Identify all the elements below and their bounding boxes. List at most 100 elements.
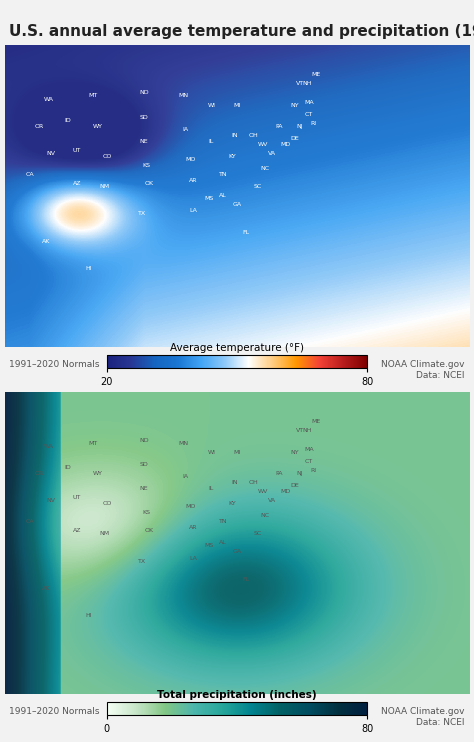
- Text: OR: OR: [35, 471, 44, 476]
- Text: IA: IA: [183, 474, 189, 479]
- Text: AK: AK: [42, 585, 51, 591]
- Text: NM: NM: [100, 531, 109, 536]
- Text: TN: TN: [219, 519, 228, 524]
- Text: SD: SD: [140, 115, 148, 119]
- Text: RI: RI: [310, 121, 317, 125]
- Text: WA: WA: [44, 96, 54, 102]
- Text: VA: VA: [268, 498, 276, 503]
- Text: NJ: NJ: [296, 471, 303, 476]
- Text: WV: WV: [257, 489, 268, 494]
- Text: WA: WA: [44, 444, 54, 449]
- Text: NM: NM: [100, 184, 109, 189]
- Text: CO: CO: [102, 501, 111, 506]
- Text: KY: KY: [228, 154, 236, 159]
- Text: MO: MO: [185, 504, 196, 509]
- Text: NC: NC: [260, 166, 269, 171]
- Text: HI: HI: [85, 266, 91, 271]
- Text: MN: MN: [179, 441, 189, 446]
- Text: MN: MN: [179, 93, 189, 99]
- Text: AL: AL: [219, 194, 227, 198]
- Text: UT: UT: [73, 495, 81, 500]
- Text: IN: IN: [231, 133, 238, 138]
- Text: OR: OR: [35, 124, 44, 129]
- Text: AR: AR: [189, 525, 197, 531]
- Text: ID: ID: [64, 118, 71, 122]
- Text: MA: MA: [304, 99, 314, 105]
- Text: NC: NC: [260, 513, 269, 518]
- Text: MI: MI: [233, 102, 241, 108]
- Text: OH: OH: [248, 133, 258, 138]
- Text: ID: ID: [64, 464, 71, 470]
- Text: GA: GA: [232, 550, 242, 554]
- Text: MD: MD: [281, 142, 291, 147]
- Text: AK: AK: [42, 239, 51, 243]
- Text: LA: LA: [189, 556, 197, 560]
- Text: MS: MS: [204, 543, 214, 548]
- Text: NY: NY: [291, 102, 300, 108]
- Text: IN: IN: [231, 480, 238, 485]
- Text: ME: ME: [311, 72, 320, 77]
- Text: MT: MT: [88, 441, 98, 446]
- Text: SC: SC: [254, 531, 262, 536]
- Text: PA: PA: [275, 124, 283, 129]
- Text: MA: MA: [304, 447, 314, 452]
- Text: MI: MI: [233, 450, 241, 455]
- Text: OH: OH: [248, 480, 258, 485]
- Text: WI: WI: [208, 450, 216, 455]
- Text: MS: MS: [204, 197, 214, 201]
- Text: ME: ME: [311, 419, 320, 424]
- Text: IL: IL: [209, 486, 214, 491]
- Text: WY: WY: [92, 471, 103, 476]
- Text: AZ: AZ: [73, 181, 81, 186]
- Text: CT: CT: [305, 459, 313, 464]
- Text: OK: OK: [144, 528, 153, 533]
- Text: RI: RI: [310, 467, 317, 473]
- Text: TN: TN: [219, 172, 228, 177]
- Text: NE: NE: [140, 139, 148, 144]
- Text: WY: WY: [92, 124, 103, 129]
- Text: WI: WI: [208, 102, 216, 108]
- Text: MO: MO: [185, 157, 196, 162]
- Text: WV: WV: [257, 142, 268, 147]
- Text: IL: IL: [209, 139, 214, 144]
- Text: NE: NE: [140, 486, 148, 491]
- Text: SC: SC: [254, 184, 262, 189]
- Text: NH: NH: [302, 82, 311, 86]
- Text: VA: VA: [268, 151, 276, 156]
- Text: 1991–2020 Normals: 1991–2020 Normals: [9, 707, 100, 716]
- Text: VT: VT: [296, 428, 304, 433]
- Text: CT: CT: [305, 111, 313, 116]
- Text: OK: OK: [144, 181, 153, 186]
- Text: KS: KS: [142, 510, 150, 515]
- Text: LA: LA: [189, 209, 197, 214]
- Text: FL: FL: [243, 577, 250, 582]
- Text: 1991–2020 Normals: 1991–2020 Normals: [9, 361, 100, 370]
- Text: AR: AR: [189, 178, 197, 183]
- Text: IA: IA: [183, 127, 189, 132]
- Text: NV: NV: [47, 151, 55, 156]
- Text: FL: FL: [243, 229, 250, 234]
- Text: U.S. annual average temperature and precipitation (1991–2020): U.S. annual average temperature and prec…: [9, 24, 474, 39]
- Text: MD: MD: [281, 489, 291, 494]
- Text: KY: KY: [228, 501, 236, 506]
- Text: ND: ND: [139, 438, 149, 442]
- Text: HI: HI: [85, 613, 91, 618]
- Text: AL: AL: [219, 540, 227, 545]
- Text: ND: ND: [139, 91, 149, 96]
- Text: GA: GA: [232, 203, 242, 207]
- Text: NY: NY: [291, 450, 300, 455]
- Text: DE: DE: [291, 136, 300, 141]
- Text: VT: VT: [296, 82, 304, 86]
- Text: NV: NV: [47, 498, 55, 503]
- Text: CA: CA: [26, 519, 35, 524]
- Text: NOAA Climate.gov
Data: NCEI: NOAA Climate.gov Data: NCEI: [381, 361, 465, 380]
- Text: CO: CO: [102, 154, 111, 159]
- Text: TX: TX: [138, 559, 146, 563]
- Text: SD: SD: [140, 462, 148, 467]
- Text: KS: KS: [142, 163, 150, 168]
- Text: TX: TX: [138, 211, 146, 217]
- Text: NJ: NJ: [296, 124, 303, 129]
- Text: NOAA Climate.gov
Data: NCEI: NOAA Climate.gov Data: NCEI: [381, 707, 465, 726]
- Text: AZ: AZ: [73, 528, 81, 533]
- Text: MT: MT: [88, 93, 98, 99]
